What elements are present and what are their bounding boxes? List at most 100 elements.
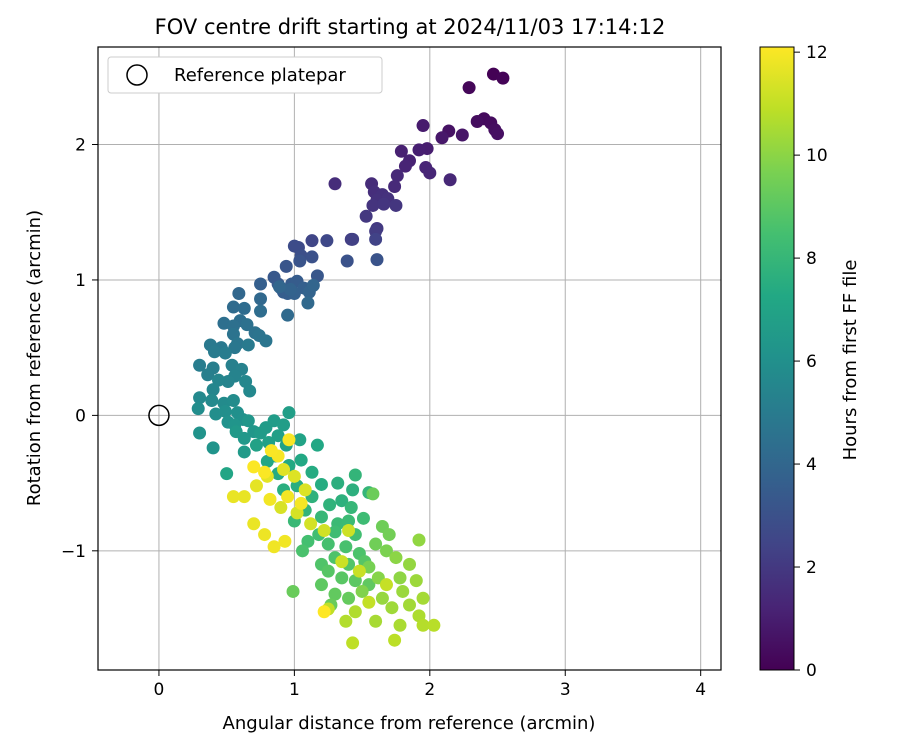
data-point	[259, 334, 273, 348]
axis-ticks: 0 1 2 3 4 −1 0 1 2	[61, 136, 706, 700]
data-point	[264, 444, 278, 458]
data-point	[321, 537, 335, 551]
data-point	[247, 460, 261, 474]
data-point	[263, 492, 277, 506]
colorbar-tick-label: 8	[806, 249, 817, 269]
data-point	[305, 465, 319, 479]
data-point	[346, 483, 360, 497]
colorbar-label: Hours from first FF file	[840, 260, 861, 461]
data-point	[260, 454, 274, 468]
data-point	[389, 198, 403, 212]
y-axis-label: Rotation from reference (arcmin)	[24, 210, 45, 506]
data-point	[389, 551, 403, 565]
data-point	[346, 232, 360, 246]
colorbar-tick-label: 12	[806, 43, 828, 63]
data-point	[206, 383, 220, 397]
x-tick-label: 3	[560, 680, 571, 700]
data-point	[282, 406, 296, 420]
data-point	[323, 498, 337, 512]
data-point	[416, 119, 430, 133]
data-point	[314, 477, 328, 491]
y-tick-label: 1	[75, 271, 86, 291]
data-point	[293, 254, 307, 268]
data-point	[193, 391, 207, 405]
data-point	[281, 490, 295, 504]
colorbar-tick-label: 2	[806, 558, 817, 578]
data-point	[416, 618, 430, 632]
data-point	[278, 534, 292, 548]
data-point	[412, 533, 426, 547]
data-point	[226, 393, 240, 407]
data-point	[277, 418, 291, 432]
data-point	[254, 292, 268, 306]
data-point	[258, 465, 272, 479]
data-point	[191, 402, 205, 416]
data-point	[344, 500, 358, 514]
colorbar-tick-label: 0	[806, 661, 817, 681]
data-point	[304, 517, 318, 531]
data-point	[366, 487, 380, 501]
data-point	[369, 232, 383, 246]
data-point	[305, 234, 319, 248]
data-point	[271, 429, 285, 443]
data-point	[390, 169, 404, 183]
data-point	[314, 578, 328, 592]
data-point	[348, 468, 362, 482]
data-point	[296, 544, 310, 558]
data-point	[362, 595, 376, 609]
data-point	[342, 524, 356, 538]
data-point	[382, 528, 396, 542]
data-point	[317, 524, 331, 538]
data-point	[317, 605, 331, 619]
data-point	[243, 384, 257, 398]
data-point	[409, 574, 423, 588]
data-point	[274, 500, 288, 514]
data-point	[294, 453, 308, 467]
data-point	[226, 490, 240, 504]
data-point	[279, 259, 293, 273]
data-point	[416, 591, 430, 605]
data-point	[301, 534, 315, 548]
data-point	[201, 368, 215, 382]
data-point	[314, 510, 328, 524]
data-point	[443, 173, 457, 187]
data-point	[491, 127, 505, 141]
data-point	[379, 544, 393, 558]
colorbar-gradient	[759, 46, 795, 671]
data-point	[388, 179, 402, 193]
colorbar-tick-label: 4	[806, 455, 817, 475]
x-tick-label: 4	[695, 680, 706, 700]
data-point	[212, 373, 226, 387]
data-point	[412, 143, 426, 157]
data-point	[249, 479, 263, 493]
data-point	[277, 463, 291, 477]
data-point	[393, 618, 407, 632]
x-axis-label: Angular distance from reference (arcmin)	[223, 713, 596, 734]
data-point	[352, 564, 366, 578]
data-point	[320, 234, 334, 248]
colorbar-tick-label: 10	[806, 146, 828, 166]
data-point	[496, 71, 510, 85]
data-point	[342, 591, 356, 605]
data-point	[237, 490, 251, 504]
data-point	[335, 555, 349, 569]
data-point	[241, 414, 255, 428]
data-point	[377, 197, 391, 211]
y-tick-label: −1	[61, 542, 86, 562]
data-point	[370, 253, 384, 267]
data-point	[226, 300, 240, 314]
data-point	[356, 511, 370, 525]
data-point	[321, 564, 335, 578]
data-point	[249, 438, 263, 452]
legend-marker	[126, 64, 148, 86]
data-point	[455, 128, 469, 142]
data-point	[369, 614, 383, 628]
data-point	[375, 591, 389, 605]
legend-box	[107, 56, 383, 94]
data-point	[228, 341, 242, 355]
data-point	[398, 159, 412, 173]
reference-marker	[148, 404, 170, 427]
data-point	[348, 605, 362, 619]
data-point	[394, 144, 408, 158]
data-point	[403, 557, 416, 571]
